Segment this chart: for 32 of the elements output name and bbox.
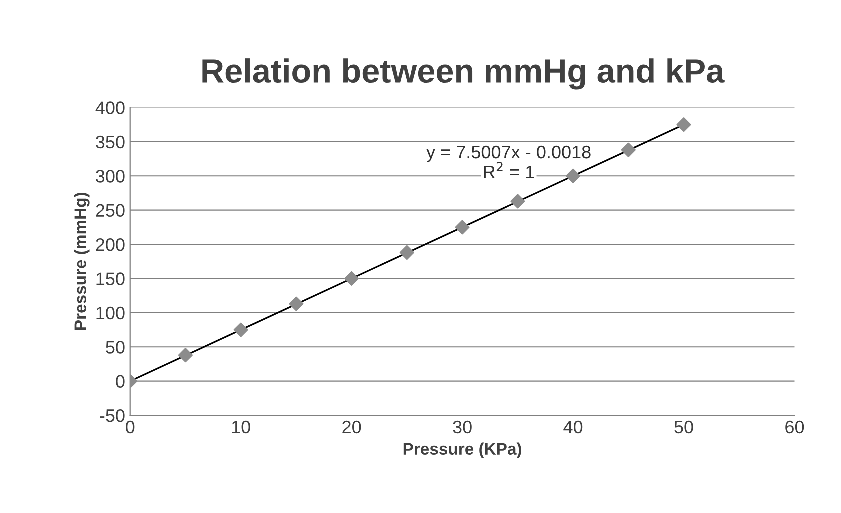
point bbox=[289, 296, 304, 312]
point bbox=[676, 118, 692, 132]
y-tick-label: 400 bbox=[96, 102, 125, 114]
chart-title: Relation between mmHg and kPa bbox=[202, 58, 725, 90]
y-tick-label: 50 bbox=[106, 341, 125, 354]
y-tick-label: 100 bbox=[96, 306, 125, 320]
point bbox=[621, 142, 636, 158]
x-tick-label: 30 bbox=[453, 420, 472, 434]
y-axis-title: Pressure (mmHg) bbox=[74, 192, 90, 330]
y-tick-label: 250 bbox=[96, 204, 125, 218]
x-tick-label: 10 bbox=[232, 420, 250, 434]
annotation: R$^{2}$ = 1 bbox=[484, 162, 534, 178]
x-tick-label: 20 bbox=[342, 420, 362, 434]
x-tick-label: 40 bbox=[564, 420, 583, 434]
x-tick-label: 0 bbox=[126, 420, 135, 434]
point bbox=[234, 322, 248, 338]
x-tick-label: 50 bbox=[674, 420, 694, 434]
x-axis-title: Pressure (KPa) bbox=[404, 442, 522, 458]
y-tick-label: 200 bbox=[96, 238, 125, 252]
y-tick-label: 300 bbox=[96, 170, 125, 183]
annotation: y = 7.5007x - 0.0018 bbox=[426, 146, 591, 162]
y-tick-label: -50 bbox=[100, 409, 125, 422]
y-tick-label: 0 bbox=[116, 375, 125, 388]
point bbox=[510, 194, 526, 209]
point bbox=[400, 245, 414, 260]
point bbox=[566, 168, 581, 184]
y-tick-label: 150 bbox=[96, 272, 125, 286]
point bbox=[344, 271, 360, 286]
x-tick-label: 60 bbox=[786, 420, 804, 434]
point bbox=[455, 220, 470, 235]
point bbox=[178, 348, 194, 363]
y-tick-label: 350 bbox=[96, 136, 125, 149]
